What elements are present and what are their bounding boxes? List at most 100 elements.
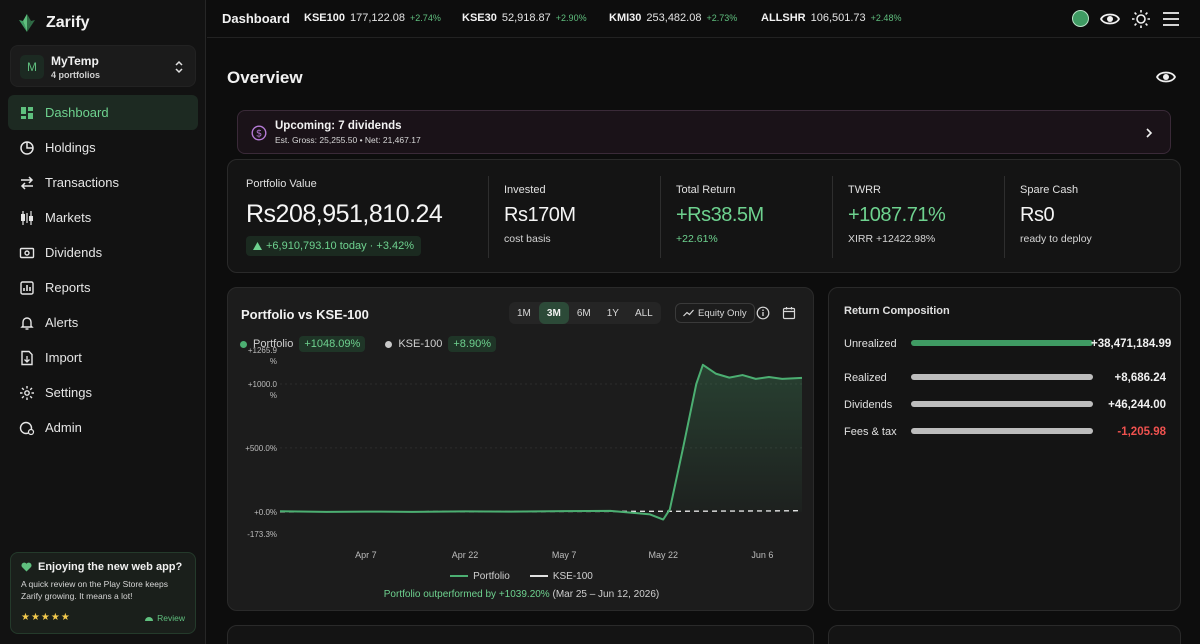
portfolio-series-line — [279, 363, 803, 521]
y-tick-label: +500.0% — [245, 444, 277, 453]
portfolio-stats-card: Portfolio Value Rs208,951,810.24 +6,910,… — [227, 159, 1181, 273]
composition-value: +46,244.00 — [1108, 399, 1166, 411]
sidebar-item-reports[interactable]: Reports — [8, 270, 198, 305]
arrows-swap-icon — [20, 175, 34, 190]
connection-status-indicator[interactable] — [1072, 10, 1089, 27]
sidebar-item-dashboard[interactable]: Dashboard — [8, 95, 198, 130]
stat-sub: cost basis — [504, 233, 551, 245]
star-rating[interactable]: ★★★★★ — [21, 612, 71, 623]
range-6m-button[interactable]: 6M — [576, 307, 591, 319]
equity-only-toggle[interactable]: Equity Only — [675, 303, 755, 323]
sidebar-item-settings[interactable]: Settings — [8, 375, 198, 410]
outperformance-period: (Mar 25 – Jun 12, 2026) — [552, 589, 660, 600]
sidebar-item-label: Dividends — [45, 245, 103, 260]
x-tick-label: Apr 7 — [355, 550, 377, 560]
composition-bar — [911, 374, 1093, 380]
sidebar-item-dividends[interactable]: Dividends — [8, 235, 198, 270]
topbar: Dashboard KSE100 177,122.08 +2.74% KSE30… — [207, 0, 1200, 38]
sidebar-item-label: Admin — [45, 420, 82, 435]
info-icon[interactable] — [756, 306, 770, 320]
promo-text: A quick review on the Play Store keeps Z… — [21, 579, 168, 601]
stat-spare-cash: Spare Cash Rs0 ready to deploy — [1020, 184, 1092, 245]
calendar-icon[interactable] — [782, 306, 796, 320]
legend-dot-kse100 — [385, 340, 393, 348]
legend-item-kse100[interactable]: KSE-100 — [529, 571, 593, 582]
ticker-change: +2.48% — [870, 13, 902, 23]
legend-value: +8.90% — [448, 336, 496, 352]
portfolio-vs-index-card: +1265.9% +1000.0% +500.0% +0.0% -173.3% Apr 7… — [227, 287, 814, 611]
admin-shield-icon — [19, 421, 35, 435]
stat-sub: +22.61% — [676, 233, 718, 245]
stat-value: Rs0 — [1020, 204, 1055, 226]
stat-value: +1087.71% — [848, 204, 946, 226]
sidebar-item-markets[interactable]: Markets — [8, 200, 198, 235]
range-1y-button[interactable]: 1Y — [606, 307, 619, 319]
sidebar-item-admin[interactable]: Admin — [8, 410, 198, 445]
stat-label: TWRR — [848, 184, 881, 196]
stat-sub: ready to deploy — [1020, 233, 1092, 245]
composition-bar-fill — [911, 401, 1093, 407]
portfolio-value: Rs208,951,810.24 — [246, 200, 443, 228]
x-tick-label: May 22 — [648, 550, 678, 560]
stat-invested: Invested Rs170M cost basis — [504, 184, 576, 245]
upcoming-dividends-banner[interactable]: $ Upcoming: 7 dividends Est. Gross: 25,2… — [237, 110, 1171, 154]
legend-dot-portfolio — [240, 340, 247, 348]
stat-value: +Rs38.5M — [676, 204, 764, 226]
sidebar-item-transactions[interactable]: Transactions — [8, 165, 198, 200]
page-breadcrumb: Dashboard — [222, 11, 290, 26]
y-tick-label: +1265.9% — [248, 346, 278, 366]
range-3m-button[interactable]: 3M — [538, 302, 569, 324]
avatar: M — [20, 55, 44, 79]
eye-icon[interactable] — [1156, 68, 1176, 86]
account-name: MyTemp — [51, 54, 99, 68]
page-title: Overview — [227, 68, 303, 87]
stat-twrr: TWRR +1087.71% XIRR +12422.98% — [848, 184, 946, 245]
sidebar-item-label: Transactions — [45, 175, 119, 190]
candlestick-icon — [21, 210, 33, 225]
eye-icon[interactable] — [1100, 9, 1120, 29]
ticker-kse30[interactable]: KSE30 52,918.87 +2.90% — [462, 12, 587, 24]
ticker-kse100[interactable]: KSE100 177,122.08 +2.74% — [304, 12, 441, 24]
outperformance-value: Portfolio outperformed by +1039.20% — [383, 589, 550, 600]
range-all-button[interactable]: ALL — [634, 307, 653, 319]
sun-theme-icon[interactable] — [1131, 9, 1151, 29]
ticker-allshr[interactable]: ALLSHR 106,501.73 +2.48% — [761, 12, 901, 24]
sidebar-item-label: Import — [45, 350, 82, 365]
range-selector: 1M 3M 6M 1Y ALL — [509, 302, 661, 324]
ticker-kmi30[interactable]: KMI30 253,482.08 +2.73% — [609, 12, 737, 24]
sidebar-item-alerts[interactable]: Alerts — [8, 305, 198, 340]
y-tick-label: -173.3% — [247, 530, 277, 539]
portfolio-change-badge: +6,910,793.10 today · +3.42% — [246, 236, 422, 256]
sidebar-item-label: Alerts — [45, 315, 79, 330]
x-tick-label: Apr 22 — [452, 550, 479, 560]
brand[interactable]: Zarify — [16, 10, 90, 36]
menu-icon[interactable] — [1161, 9, 1181, 29]
legend-line — [450, 575, 469, 578]
outperformance-note: Portfolio outperformed by +1039.20% (Mar… — [228, 589, 815, 600]
legend-item-portfolio[interactable]: Portfolio — [450, 571, 510, 582]
app-name: Zarify — [46, 14, 90, 31]
range-1m-button[interactable]: 1M — [517, 307, 531, 319]
ticker-change: +2.74% — [410, 13, 441, 23]
chevron-up-down-icon — [175, 60, 183, 74]
stat-label: Invested — [504, 184, 546, 196]
triangle-up-icon — [253, 242, 262, 250]
sidebar-item-holdings[interactable]: Holdings — [8, 130, 198, 165]
composition-bar — [911, 340, 1093, 346]
heart-icon — [21, 562, 32, 572]
composition-row: Realized +8,686.24 — [844, 368, 1166, 388]
review-link[interactable]: Review — [144, 613, 185, 623]
performance-chart[interactable]: +1265.9 % +1000.0 % +500.0% +0.0% -173.3% Apr 7… — [228, 288, 815, 612]
composition-row: Fees & tax -1,205.98 — [844, 422, 1166, 442]
sidebar-item-import[interactable]: Import — [8, 340, 198, 375]
stat-total-return: Total Return +Rs38.5M +22.61% — [676, 184, 764, 245]
pie-chart-icon — [20, 140, 34, 155]
ticker-symbol: KSE100 — [304, 12, 345, 24]
account-switcher[interactable]: M MyTemp 4 portfolios — [10, 45, 196, 87]
composition-bar — [911, 401, 1093, 407]
composition-label: Fees & tax — [844, 426, 897, 438]
portfolio-value-label: Portfolio Value — [246, 178, 317, 190]
ticker-change: +2.73% — [706, 13, 738, 23]
sidebar-item-label: Dashboard — [45, 105, 109, 120]
stat-label: Spare Cash — [1020, 184, 1079, 196]
